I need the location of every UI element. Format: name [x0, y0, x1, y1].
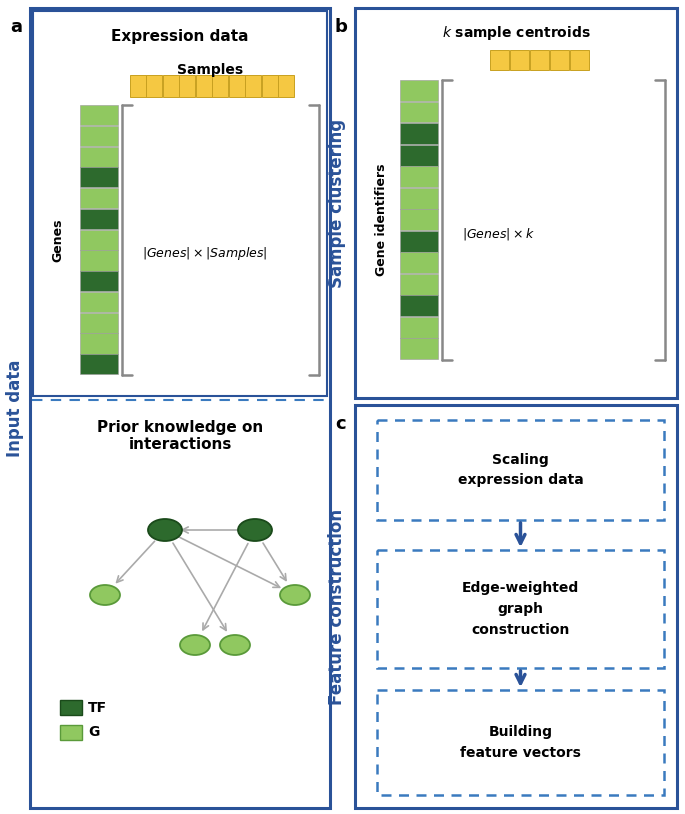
Bar [60, 700, 82, 715]
Ellipse shape [148, 519, 182, 541]
Bar [60, 725, 82, 740]
Text: Feature construction: Feature construction [328, 509, 346, 705]
Bar [377, 550, 664, 668]
Bar [229, 75, 245, 97]
Bar [80, 292, 118, 312]
Bar [490, 50, 509, 70]
Bar [80, 271, 118, 291]
Bar [80, 251, 118, 270]
Bar [245, 75, 261, 97]
Text: Samples: Samples [177, 63, 243, 77]
Bar [179, 75, 195, 97]
Bar [355, 405, 677, 808]
Text: Edge-weighted
graph
construction: Edge-weighted graph construction [462, 581, 579, 637]
Bar [80, 230, 118, 250]
Text: Genes: Genes [51, 218, 64, 262]
Bar [80, 126, 118, 146]
Ellipse shape [280, 585, 310, 605]
Bar [400, 123, 438, 144]
Ellipse shape [220, 635, 250, 655]
Ellipse shape [180, 635, 210, 655]
Bar [377, 690, 664, 795]
Bar [400, 188, 438, 208]
Text: Prior knowledge on
interactions: Prior knowledge on interactions [97, 420, 263, 453]
Text: Input data: Input data [6, 359, 24, 457]
Bar [400, 252, 438, 274]
Bar [570, 50, 589, 70]
Bar [80, 168, 118, 187]
Bar [355, 8, 677, 398]
Text: Building
feature vectors: Building feature vectors [460, 725, 581, 759]
Bar [550, 50, 569, 70]
Bar [212, 75, 228, 97]
Bar [400, 145, 438, 165]
Bar [80, 105, 118, 125]
Text: $|Genes| \times k$: $|Genes| \times k$ [462, 226, 534, 242]
Text: $|Genes| \times |Samples|$: $|Genes| \times |Samples|$ [142, 245, 268, 262]
Text: G: G [88, 725, 99, 739]
Text: Expression data: Expression data [111, 29, 249, 44]
Ellipse shape [90, 585, 120, 605]
Text: Sample clustering: Sample clustering [328, 119, 346, 287]
Bar [530, 50, 549, 70]
Bar [377, 420, 664, 520]
Bar [130, 75, 146, 97]
Bar [400, 317, 438, 338]
Bar [80, 313, 118, 333]
Bar [80, 188, 118, 208]
Bar [80, 334, 118, 353]
Bar [262, 75, 277, 97]
Bar [80, 147, 118, 167]
Bar [400, 209, 438, 230]
Text: Gene identifiers: Gene identifiers [375, 164, 388, 276]
Bar [30, 8, 330, 808]
Text: c: c [335, 415, 346, 433]
Bar [400, 295, 438, 317]
Bar [279, 75, 294, 97]
Ellipse shape [238, 519, 272, 541]
Bar [400, 102, 438, 122]
Bar [510, 50, 530, 70]
Bar [400, 339, 438, 360]
Bar [400, 231, 438, 252]
Bar [196, 75, 212, 97]
Bar [80, 354, 118, 374]
Bar [33, 11, 327, 396]
Text: b: b [335, 18, 348, 36]
Text: $k$ sample centroids: $k$ sample centroids [442, 24, 590, 42]
Bar [147, 75, 162, 97]
Text: TF: TF [88, 701, 107, 715]
Bar [400, 80, 438, 101]
Bar [400, 166, 438, 187]
Bar [163, 75, 179, 97]
Bar [80, 209, 118, 229]
Text: a: a [10, 18, 22, 36]
Bar [400, 274, 438, 295]
Text: Scaling
expression data: Scaling expression data [458, 453, 584, 488]
